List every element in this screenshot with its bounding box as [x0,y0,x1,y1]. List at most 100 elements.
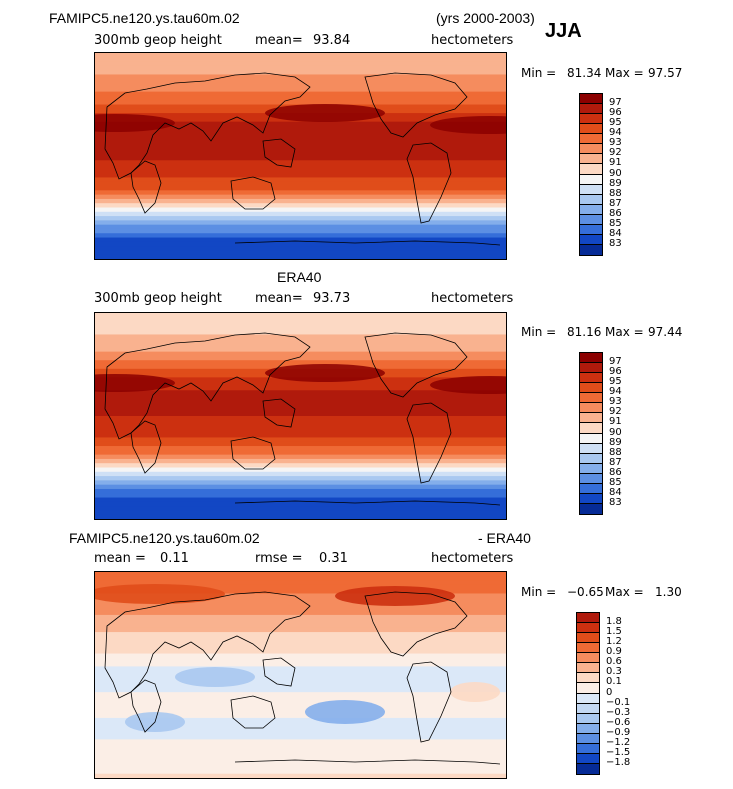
field-maximum [95,374,175,392]
field-band [95,670,506,676]
field-band [95,739,506,745]
field-band [95,385,506,391]
colorbar-swatch [580,413,602,424]
colorbar-swatch [580,463,602,474]
colorbar-swatch [577,743,599,754]
colorbar-tick-label: 87 [609,197,622,209]
panel2-min-label: Min = [521,325,557,339]
field-band [95,134,506,140]
colorbar-tick-label: 0.6 [606,656,622,668]
colorbar-tick-label: 0.3 [606,666,622,678]
field-band [95,428,506,434]
field-band [95,424,506,430]
colorbar-swatch [580,393,602,404]
panel3-max-value: 1.30 [655,585,682,599]
colorbar-tick-label: 90 [609,426,622,438]
coastline [234,500,501,506]
panel1-mean-label: mean= [255,33,303,48]
field-band [95,471,506,477]
field-band [95,338,506,344]
model-title: FAMIPC5.ne120.ys.tau60m.02 [49,10,240,26]
panel1-colorbar [579,93,603,256]
field-band [95,713,506,719]
colorbar-tick-label: 89 [609,177,622,189]
colorbar-tick-label: −0.9 [606,726,631,738]
field-band [95,437,506,443]
colorbar-swatch [580,353,602,364]
colorbar-swatch [580,244,602,255]
coastline [130,679,162,733]
field-band [95,168,506,174]
field-band [95,501,506,507]
colorbar-swatch [580,114,602,125]
field-band [95,506,506,512]
field-band [95,250,506,256]
field-band [95,705,506,710]
colorbar-swatch [580,433,602,444]
field-band [95,722,506,728]
coastline [130,420,162,474]
colorbar-swatch [580,473,602,484]
field-band [95,198,506,204]
field-anomaly [335,586,455,606]
panel3-mean-label: mean = [94,551,146,566]
colorbar-swatch [580,194,602,205]
field-band [95,143,506,149]
field-band [95,334,506,340]
colorbar-tick-label: 96 [609,107,622,119]
panel2-mean-label: mean= [255,291,303,306]
colorbar-swatch [580,94,602,105]
colorbar-swatch [577,663,599,674]
colorbar-swatch [577,653,599,664]
colorbar-tick-label: −0.6 [606,716,631,728]
field-maximum [95,114,175,132]
field-band [95,381,506,387]
panel2-min-value: 81.16 [567,325,602,339]
colorbar-swatch [580,134,602,145]
colorbar-swatch [580,503,602,514]
season-label: JJA [545,20,582,42]
field-band [95,497,506,503]
colorbar-swatch [577,623,599,634]
coastline [406,142,452,224]
panel3-title-right: - ERA40 [478,530,531,546]
field-band [95,433,506,439]
field-band [95,87,506,93]
field-band [95,100,506,106]
panel3-units: hectometers [431,551,514,566]
field-band [95,662,506,668]
field-band [95,160,506,166]
colorbar-swatch [580,104,602,115]
colorbar-tick-label: 90 [609,167,622,179]
coastline [230,436,276,470]
panel3-colorbar [576,612,600,775]
field-band [95,138,506,144]
field-band [95,53,506,58]
panel2-max-value: 97.44 [648,325,683,339]
panel2-field [95,313,506,519]
field-band [95,488,506,494]
field-maximum [265,104,385,122]
colorbar-tick-label: 97 [609,97,622,109]
panel1-min-label: Min = [521,66,557,80]
colorbar-swatch [580,184,602,195]
colorbar-swatch [577,723,599,734]
field-band [95,351,506,357]
colorbar-swatch [577,633,599,644]
panel3-mean-value: 0.11 [160,551,189,566]
field-band [95,313,506,318]
field-band [95,493,506,499]
colorbar-tick-label: 94 [609,127,622,139]
colorbar-tick-label: 94 [609,386,622,398]
panel3-min-value: −0.65 [567,585,604,599]
field-maximum [265,364,385,382]
field-band [95,177,506,183]
field-band [95,83,506,88]
panel2-map [94,312,507,520]
field-band [95,61,506,67]
colorbar-tick-label: 0.1 [606,676,622,688]
field-band [95,233,506,239]
colorbar-tick-label: 95 [609,117,622,129]
coastline [234,759,501,765]
field-band [95,446,506,451]
